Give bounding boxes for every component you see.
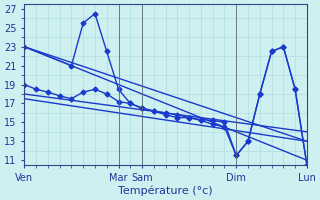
X-axis label: Température (°c): Température (°c) [118,185,213,196]
